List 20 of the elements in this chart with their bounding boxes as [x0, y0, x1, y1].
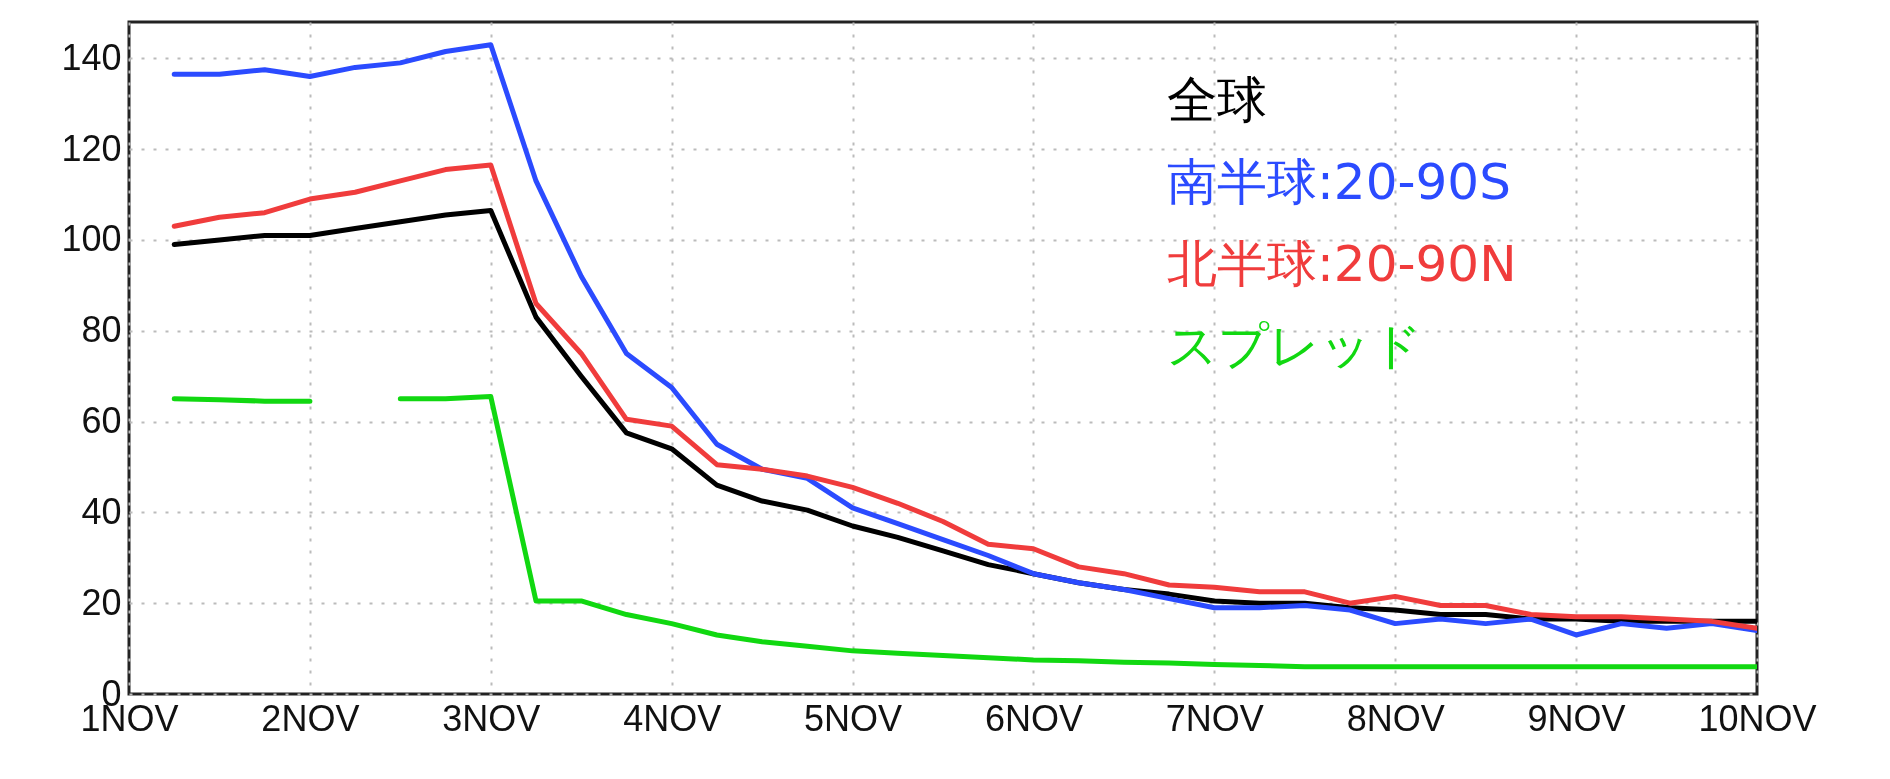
y-tick-label: 120 [61, 127, 122, 169]
y-tick-label: 100 [61, 218, 122, 260]
y-tick-label: 20 [81, 581, 122, 623]
x-tick-label: 9NOV [1527, 697, 1626, 739]
y-tick-label: 60 [81, 400, 122, 442]
text: 全球 [1167, 71, 1267, 129]
text: 北半球:20-90N [1167, 235, 1517, 293]
y-tick-label: 40 [81, 490, 122, 532]
x-tick-label: 7NOV [1165, 697, 1264, 739]
x-tick-label: 4NOV [623, 697, 722, 739]
x-tick-label: 10NOV [1698, 697, 1817, 739]
x-tick-label: 6NOV [984, 697, 1083, 739]
x-tick-label: 3NOV [442, 697, 541, 739]
text: スプレッド [1167, 317, 1422, 375]
y-tick-label: 140 [61, 36, 122, 78]
y-tick-label: 80 [81, 309, 122, 351]
x-tick-label: 8NOV [1346, 697, 1445, 739]
x-tick-label: 2NOV [261, 697, 360, 739]
text: 南半球:20-90S [1167, 153, 1511, 211]
x-tick-label: 5NOV [804, 697, 903, 739]
